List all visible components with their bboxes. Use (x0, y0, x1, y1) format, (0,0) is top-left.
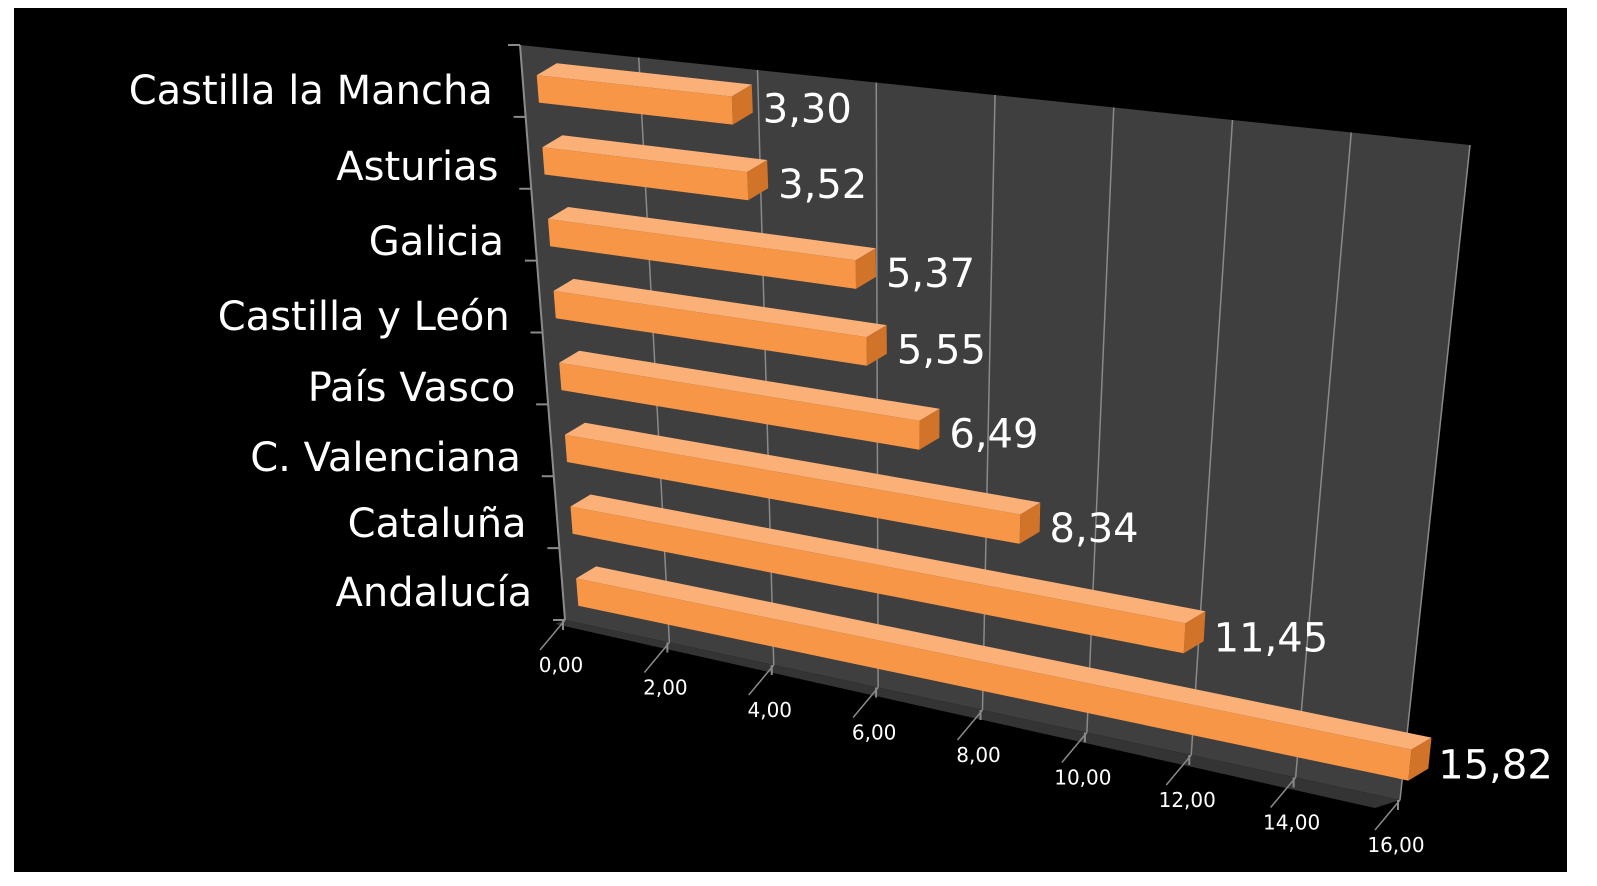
bar-value-label: 3,52 (778, 162, 867, 208)
gridline (1399, 144, 1471, 801)
floor-gridline (748, 664, 775, 696)
bar-value-label: 8,34 (1050, 506, 1139, 552)
floor-gridline (643, 642, 670, 673)
gridline (1294, 132, 1352, 778)
bar-end-face (866, 325, 887, 366)
bar-top-face (576, 566, 1432, 750)
x-tick-label: 12,00 (1159, 788, 1216, 812)
bar-top-face (553, 278, 887, 338)
x-tick-label: 10,00 (1054, 766, 1111, 790)
bar-value-label: 11,45 (1214, 615, 1329, 661)
bar (536, 75, 733, 125)
bar (564, 434, 1021, 544)
floor-gridline (956, 709, 984, 741)
category-label: Castilla la Mancha (129, 68, 493, 114)
bar-end-face (919, 408, 940, 450)
bar-top-face (548, 207, 876, 261)
category-label: Galicia (369, 219, 504, 265)
gridline (1190, 119, 1234, 756)
category-label: C. Valenciana (250, 435, 521, 481)
bar (576, 578, 1412, 781)
bar (548, 219, 856, 289)
category-label: Castilla y León (218, 294, 510, 340)
bar (553, 290, 867, 366)
bar-end-face (855, 248, 876, 289)
bar (559, 362, 920, 450)
value-labels: 3,30 3,52 5,37 5,55 6,49 8,34 11,45 15,82 (763, 87, 1553, 789)
bar-top-face (564, 422, 1041, 515)
floor-gridline (1374, 799, 1401, 831)
bar-value-label: 15,82 (1438, 743, 1553, 789)
bar-end-face (1183, 611, 1206, 654)
floor-gridline (1270, 777, 1297, 808)
bar-top-face (559, 350, 940, 421)
x-axis-ticks: 0,00 2,00 4,00 6,00 8,00 10,00 12,00 14,00 16,00 (508, 44, 1425, 857)
bar-top-face (542, 135, 768, 172)
bar-top-face (536, 63, 752, 97)
category-label: Cataluña (348, 501, 527, 547)
bar-value-label: 5,55 (897, 328, 986, 374)
category-labels: Castilla la Mancha Asturias Galicia Castill… (129, 68, 532, 616)
x-tick-label: 2,00 (643, 676, 688, 700)
bar-value-label: 3,30 (763, 87, 852, 133)
bar (542, 147, 749, 201)
category-label: País Vasco (308, 365, 516, 411)
floor-gridline (852, 687, 879, 718)
x-tick-label: 8,00 (956, 743, 1001, 767)
floor-gridline (1165, 754, 1192, 786)
bar-value-label: 5,37 (886, 251, 975, 297)
category-label: Asturias (336, 144, 498, 190)
x-tick-label: 14,00 (1263, 811, 1320, 835)
bar (570, 506, 1186, 654)
bar-end-face (1408, 737, 1432, 781)
floor-gridline (1061, 732, 1088, 763)
bar-end-face (747, 160, 769, 201)
x-tick-label: 16,00 (1367, 833, 1424, 857)
bar-value-label: 6,49 (949, 412, 1038, 458)
x-tick-label: 0,00 (539, 653, 584, 677)
floor-gridline (539, 619, 566, 651)
x-tick-label: 4,00 (747, 698, 792, 722)
category-label: Andalucía (335, 570, 532, 616)
bar-end-face (731, 84, 753, 125)
x-tick-label: 6,00 (852, 721, 897, 745)
bar-end-face (1019, 502, 1041, 544)
bars (536, 63, 1432, 781)
bar-top-face (570, 494, 1206, 624)
